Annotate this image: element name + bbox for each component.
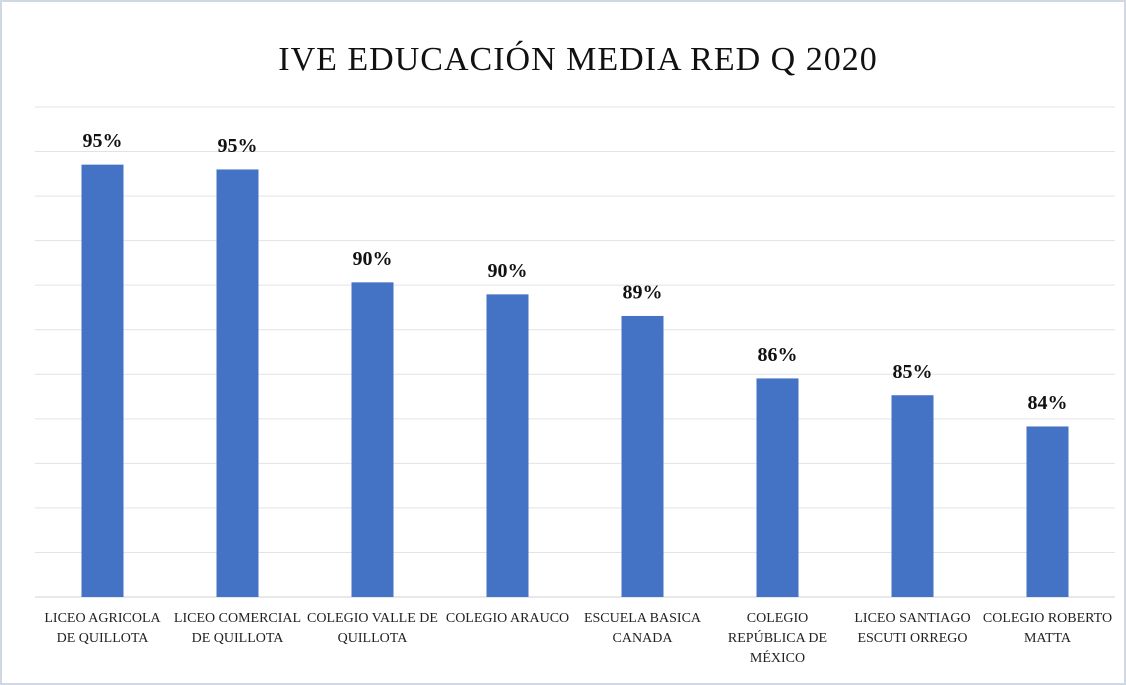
- bar: [486, 294, 529, 597]
- bar: [756, 378, 799, 597]
- bar: [216, 169, 259, 597]
- chart-title: IVE EDUCACIÓN MEDIA RED Q 2020: [278, 40, 877, 78]
- data-label: 90%: [353, 248, 393, 270]
- bar: [891, 395, 934, 597]
- data-label: 95%: [218, 135, 258, 157]
- x-tick-label: COLEGIO ROBERTO MATTA: [982, 611, 1113, 646]
- x-tick-label: LICEO COMERCIAL DE QUILLOTA: [173, 611, 302, 646]
- x-tick-label: COLEGIO VALLE DE QUILLOTA: [307, 611, 438, 646]
- data-label: 85%: [893, 361, 933, 383]
- data-label: 90%: [488, 260, 528, 282]
- bar: [351, 282, 394, 597]
- bar: [81, 164, 124, 597]
- bar: [1026, 426, 1069, 597]
- x-tick-label: LICEO AGRICOLA DE QUILLOTA: [44, 611, 161, 646]
- data-label: 84%: [1028, 392, 1068, 414]
- data-label: 89%: [623, 282, 663, 304]
- bar: [621, 315, 664, 597]
- x-tick-label: COLEGIO REPÚBLICA DE MÉXICO: [727, 611, 828, 666]
- data-label: 86%: [758, 344, 798, 366]
- x-tick-label: LICEO SANTIAGO ESCUTI ORREGO: [854, 611, 971, 646]
- x-tick-label: COLEGIO ARAUCO: [445, 611, 570, 626]
- data-label: 95%: [83, 130, 123, 152]
- x-tick-label: ESCUELA BASICA CANADA: [583, 611, 702, 646]
